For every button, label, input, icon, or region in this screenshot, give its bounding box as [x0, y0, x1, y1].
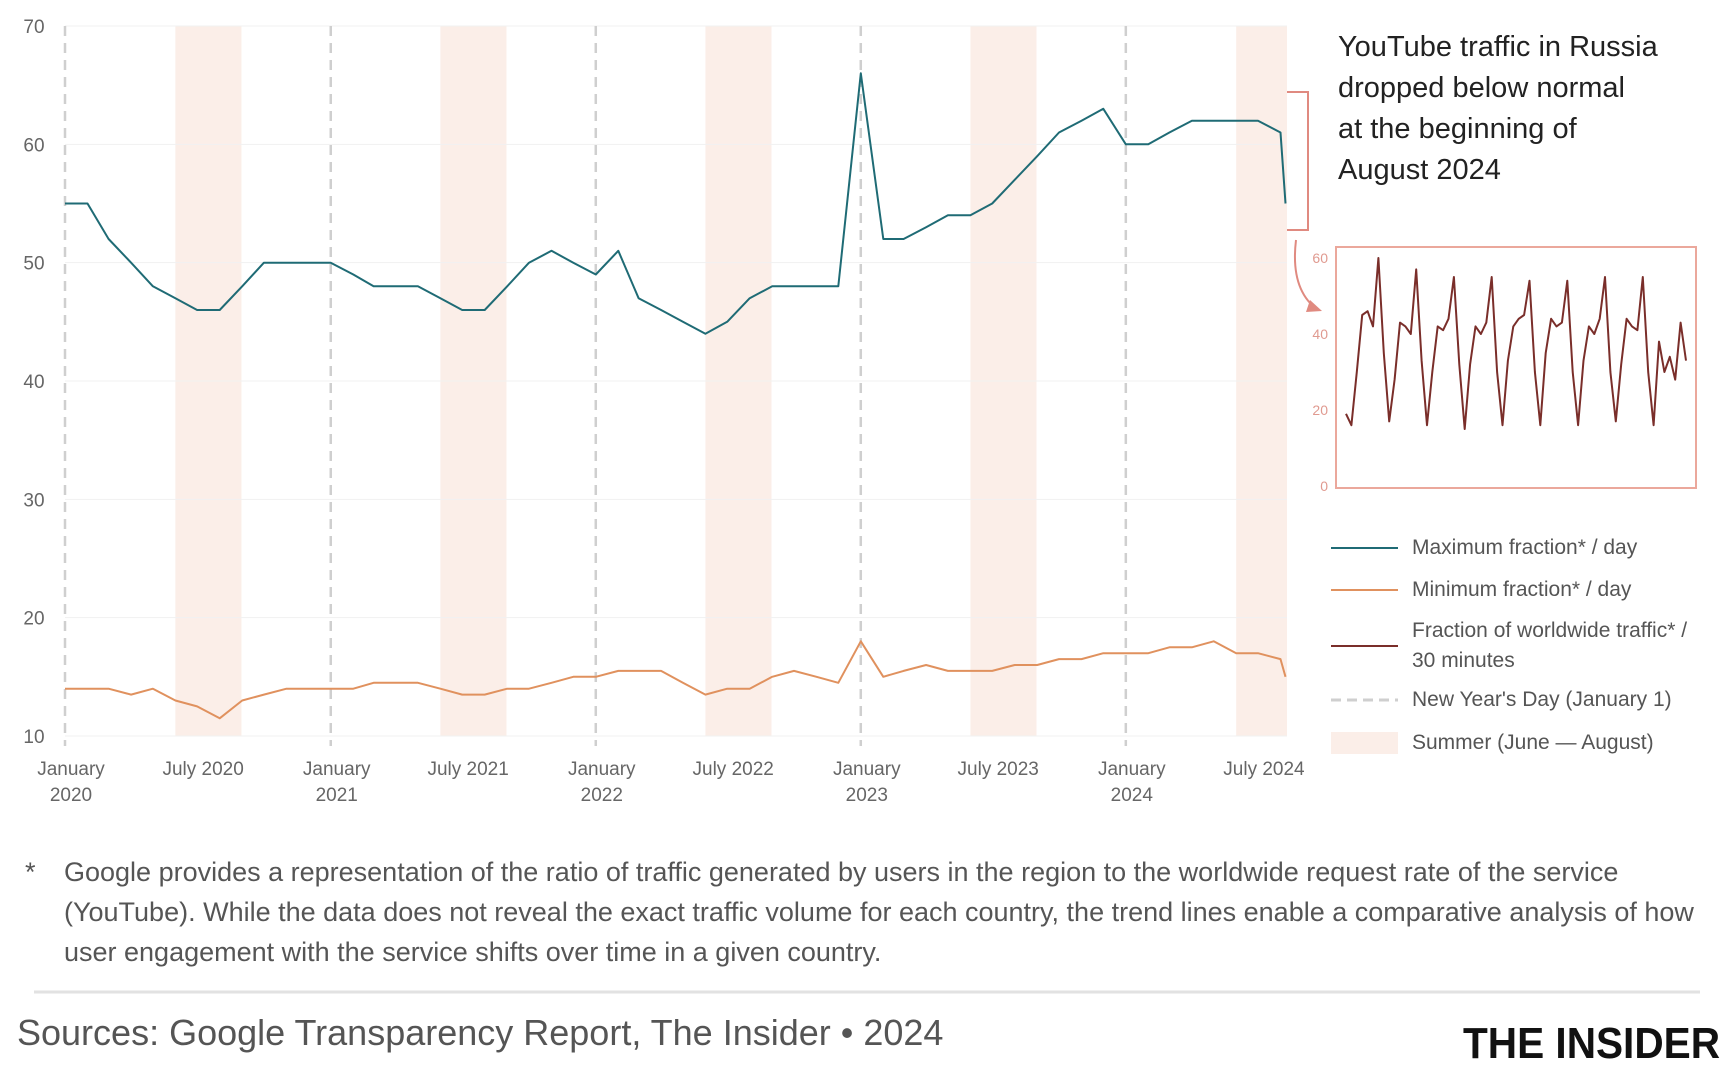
y-tick-label: 60 [23, 135, 44, 156]
y-tick-label: 70 [23, 17, 44, 38]
x-tick-label: January 2021 [302, 759, 371, 806]
chart-title: YouTube traffic in Russia [1338, 31, 1659, 63]
x-tick-label: January 2022 [567, 759, 636, 806]
x-tick-label: July 2021 [427, 759, 509, 780]
chart-title: August 2024 [1338, 154, 1501, 186]
y-tick-label: 50 [23, 254, 44, 275]
source: Sources: Google Transparency Report, The… [17, 1012, 943, 1053]
logo: THE INSIDER [1463, 1019, 1720, 1066]
series-line [65, 640, 1287, 720]
footnote-marker: * [25, 857, 36, 887]
legend-label: New Year's Day (January 1) [1412, 688, 1672, 711]
y-tick-label: 20 [23, 609, 44, 630]
legend-swatch [1331, 732, 1398, 754]
chart-title: at the beginning of [1338, 113, 1578, 145]
x-tick-label: January 2020 [37, 759, 105, 806]
inset-y-tick-label: 60 [1312, 250, 1328, 266]
legend-label: Minimum fraction* / day [1412, 578, 1632, 601]
legend-label: Maximum fraction* / day [1412, 536, 1638, 559]
x-tick-label: July 2023 [957, 759, 1039, 780]
x-tick-label: July 2022 [692, 759, 774, 780]
x-tick-label: July 2024 [1223, 759, 1305, 780]
legend-label: Fraction of worldwide traffic* / 30 minu… [1412, 619, 1688, 672]
inset-y-tick-label: 20 [1312, 402, 1328, 418]
y-tick-label: 10 [23, 727, 44, 748]
inset-y-tick-label: 0 [1320, 478, 1328, 494]
series-line [1345, 257, 1687, 430]
footnote: Google provides a representation of the … [64, 857, 1694, 967]
legend-label: Summer (June — August) [1412, 731, 1654, 754]
y-tick-label: 40 [23, 372, 44, 393]
arrow-head [1306, 300, 1322, 312]
x-tick-label: July 2020 [162, 759, 244, 780]
x-tick-label: January 2024 [1097, 759, 1166, 806]
chart-title: dropped below normal [1338, 72, 1625, 104]
y-tick-label: 30 [23, 490, 44, 511]
x-tick-label: January 2023 [832, 759, 901, 806]
inset-y-tick-label: 40 [1312, 326, 1328, 342]
series-line [65, 72, 1287, 335]
